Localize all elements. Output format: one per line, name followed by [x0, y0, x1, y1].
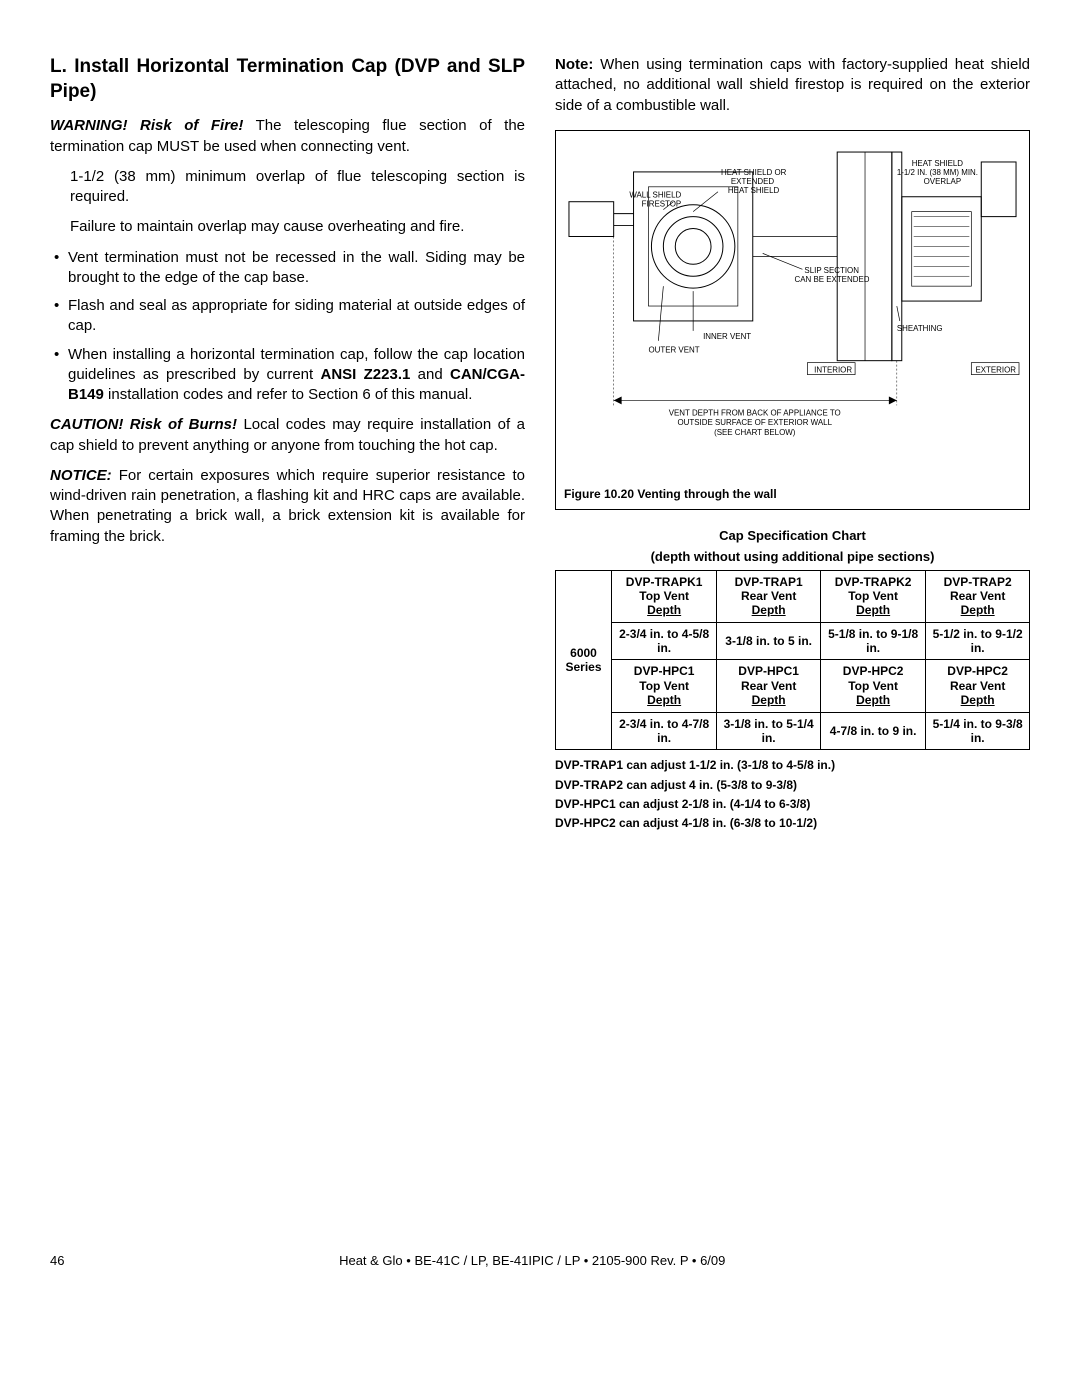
svg-text:EXTENDED: EXTENDED [731, 177, 774, 186]
note-text: When using termination caps with factory… [555, 56, 1030, 114]
td: 3-1/8 in. to 5 in. [717, 622, 821, 660]
indent-req-2: Failure to maintain overlap may cause ov… [70, 217, 525, 237]
svg-text:INTERIOR: INTERIOR [814, 365, 852, 374]
caution-label: CAUTION! Risk of Burns! [50, 416, 237, 433]
page-columns: L. Install Horizontal Termination Cap (D… [50, 55, 1030, 833]
footer-docinfo: Heat & Glo • BE-41C / LP, BE-41IPIC / LP… [64, 1253, 1000, 1268]
svg-text:SLIP SECTION: SLIP SECTION [804, 266, 859, 275]
td: 4-7/8 in. to 9 in. [820, 712, 925, 750]
th: DVP-HPC2 Top Vent Depth [820, 660, 925, 712]
td: 2-3/4 in. to 4-5/8 in. [612, 622, 717, 660]
td: 2-3/4 in. to 4-7/8 in. [612, 712, 717, 750]
notice-para: NOTICE: For certain exposures which requ… [50, 466, 525, 547]
td: 5-1/2 in. to 9-1/2 in. [926, 622, 1030, 660]
svg-text:OUTSIDE SURFACE OF EXTERIOR WA: OUTSIDE SURFACE OF EXTERIOR WALL [677, 418, 832, 427]
notice-label: NOTICE: [50, 467, 112, 484]
notice-text: For certain exposures which require supe… [50, 467, 525, 545]
svg-text:SHEATHING: SHEATHING [897, 324, 943, 333]
svg-text:1-1/2 IN. (38 MM) MIN.: 1-1/2 IN. (38 MM) MIN. [897, 168, 978, 177]
note-label: Note: [555, 56, 593, 73]
figure-caption: Figure 10.20 Venting through the wall [564, 487, 1021, 501]
right-column: Note: When using termination caps with f… [555, 55, 1030, 833]
svg-text:VENT DEPTH FROM BACK OF APPLIA: VENT DEPTH FROM BACK OF APPLIANCE TO [669, 408, 841, 417]
page-number: 46 [50, 1253, 64, 1268]
td: 5-1/8 in. to 9-1/8 in. [820, 622, 925, 660]
svg-text:HEAT SHIELD OR: HEAT SHIELD OR [721, 168, 787, 177]
th: DVP-TRAPK2 Top Vent Depth [820, 570, 925, 622]
indent-req-1: 1-1/2 (38 mm) minimum overlap of ﬂue tel… [70, 167, 525, 208]
svg-text:(SEE CHART BELOW): (SEE CHART BELOW) [714, 428, 796, 437]
th: DVP-HPC2 Rear Vent Depth [926, 660, 1030, 712]
svg-text:EXTERIOR: EXTERIOR [975, 365, 1016, 374]
warning-label: WARNING! Risk of Fire! [50, 117, 243, 134]
cap-spec-table: 6000 Series DVP-TRAPK1 Top Vent Depth DV… [555, 570, 1030, 751]
th: DVP-TRAPK1 Top Vent Depth [612, 570, 717, 622]
section-heading: L. Install Horizontal Termination Cap (D… [50, 55, 525, 104]
bullet-item: Flash and seal as appropriate for siding… [50, 296, 525, 337]
th: DVP-TRAP1 Rear Vent Depth [717, 570, 821, 622]
note-line: DVP-TRAP1 can adjust 1-1/2 in. (3-1/8 to… [555, 756, 1030, 775]
series-label: 6000 Series [556, 570, 612, 750]
td: 5-1/4 in. to 9-3/8 in. [926, 712, 1030, 750]
figure-10-20: HEAT SHIELD OR EXTENDED HEAT SHIELD WALL… [555, 130, 1030, 510]
left-column: L. Install Horizontal Termination Cap (D… [50, 55, 525, 833]
th: DVP-TRAP2 Rear Vent Depth [926, 570, 1030, 622]
note-line: DVP-HPC2 can adjust 4-1/8 in. (6-3/8 to … [555, 814, 1030, 833]
svg-text:WALL SHIELD: WALL SHIELD [629, 190, 681, 199]
td: 3-1/8 in. to 5-1/4 in. [717, 712, 821, 750]
svg-text:HEAT SHIELD: HEAT SHIELD [912, 159, 964, 168]
th: DVP-HPC1 Rear Vent Depth [717, 660, 821, 712]
bullet-item: When installing a horizontal termination… [50, 345, 525, 406]
svg-text:OUTER VENT: OUTER VENT [648, 345, 699, 354]
svg-text:OVERLAP: OVERLAP [924, 177, 962, 186]
caution-para: CAUTION! Risk of Burns! Local codes may … [50, 415, 525, 456]
adjust-notes: DVP-TRAP1 can adjust 1-1/2 in. (3-1/8 to… [555, 756, 1030, 833]
chart-title-2: (depth without using additional pipe sec… [555, 549, 1030, 566]
svg-text:FIRESTOP: FIRESTOP [642, 199, 682, 208]
note-line: DVP-TRAP2 can adjust 4 in. (5-3/8 to 9-3… [555, 776, 1030, 795]
page-footer: 46 Heat & Glo • BE-41C / LP, BE-41IPIC /… [50, 1253, 1030, 1268]
svg-text:CAN BE EXTENDED: CAN BE EXTENDED [794, 275, 869, 284]
bullet-list: Vent termination must not be recessed in… [50, 248, 525, 406]
chart-title-1: Cap Speciﬁcation Chart [555, 528, 1030, 545]
svg-text:HEAT SHIELD: HEAT SHIELD [728, 186, 780, 195]
svg-text:INNER VENT: INNER VENT [703, 332, 751, 341]
venting-diagram: HEAT SHIELD OR EXTENDED HEAT SHIELD WALL… [564, 141, 1021, 481]
bullet-item: Vent termination must not be recessed in… [50, 248, 525, 289]
th: DVP-HPC1 Top Vent Depth [612, 660, 717, 712]
note-para: Note: When using termination caps with f… [555, 55, 1030, 116]
note-line: DVP-HPC1 can adjust 2-1/8 in. (4-1/4 to … [555, 795, 1030, 814]
warning-para: WARNING! Risk of Fire! The telescoping ﬂ… [50, 116, 525, 157]
